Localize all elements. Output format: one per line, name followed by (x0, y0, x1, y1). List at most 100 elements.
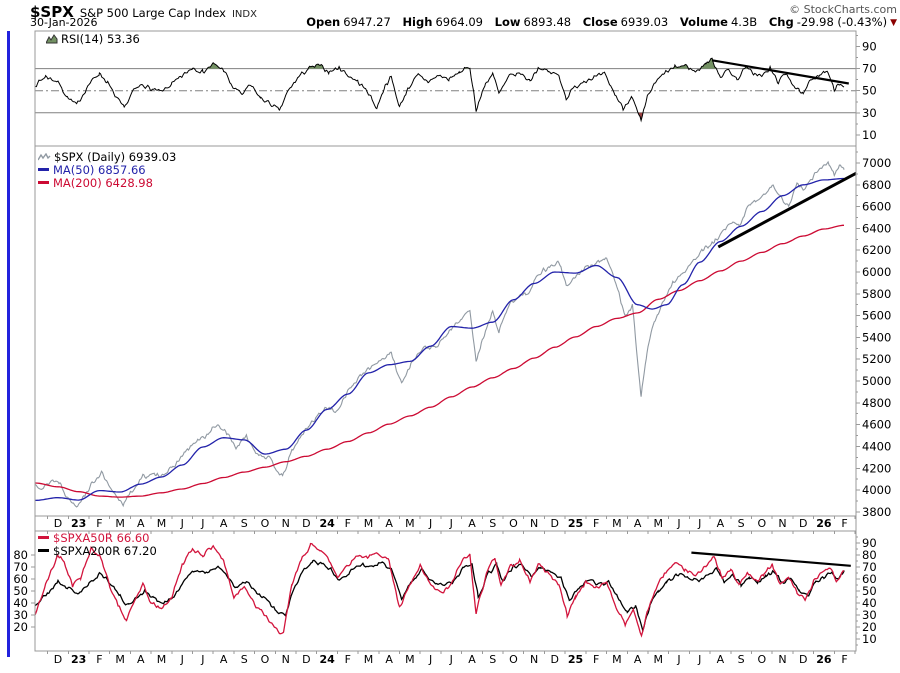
axis-tick-label: 80 (13, 548, 28, 562)
axis-tick-label: 50 (862, 584, 877, 598)
month-label: F (593, 653, 599, 666)
month-label: M (157, 653, 167, 666)
chg-value: -29.98 (-0.43%) (796, 15, 888, 29)
axis-tick-label: 5600 (862, 309, 891, 323)
month-label: A (137, 517, 145, 530)
axis-tick-label: 40 (13, 596, 28, 610)
axis-tick-label: 7000 (862, 156, 891, 170)
axis-tick-label: 70 (13, 560, 28, 574)
month-label: J (180, 517, 184, 530)
axis-tick-label: 20 (13, 620, 28, 634)
price-legend-label: $SPX (Daily) 6939.03 (54, 150, 177, 164)
rsi-legend: RSI(14) 53.36 (45, 32, 140, 46)
month-label: F (345, 653, 351, 666)
breadth-legend: $SPXA50R 66.60 $SPXA200R 67.20 (38, 532, 157, 558)
axis-tick-label: 5400 (862, 330, 891, 344)
low-value: 6893.48 (523, 15, 572, 29)
axis-tick-label: 4800 (862, 396, 891, 410)
month-label: S (489, 517, 496, 530)
month-label: D (54, 517, 62, 530)
month-label: D (551, 653, 559, 666)
month-label: S (738, 653, 745, 666)
axis-tick-label: 5800 (862, 287, 891, 301)
chg-label: Chg (768, 15, 794, 29)
month-label: N (282, 653, 290, 666)
axis-tick-label: 20 (862, 620, 877, 634)
month-label: M (157, 517, 167, 530)
spxa200r-dash-icon (38, 549, 49, 552)
volume-value: 4.3B (730, 15, 758, 29)
axis-tick-label: 30 (13, 608, 28, 622)
month-label: S (489, 653, 496, 666)
axis-tick-label: 50 (862, 84, 877, 98)
axis-tick-label: 6000 (862, 265, 891, 279)
month-label: O (757, 653, 766, 666)
month-label: N (282, 517, 290, 530)
open-label: Open (306, 15, 341, 29)
month-label: M (115, 653, 125, 666)
axis-tick-label: 4600 (862, 418, 891, 432)
axis-tick-label: 4200 (862, 461, 891, 475)
axis-tick-label: 70 (862, 560, 877, 574)
month-label: A (385, 517, 393, 530)
month-label: N (778, 653, 786, 666)
month-label: S (241, 517, 248, 530)
ma50-legend-label: MA(50) 6857.66 (53, 163, 146, 177)
axis-tick-label: 4400 (862, 439, 891, 453)
month-label: M (364, 653, 374, 666)
axis-tick-label: 70 (862, 62, 877, 76)
ma200-dash-icon (38, 181, 49, 184)
month-label: F (345, 517, 351, 530)
month-label: M (612, 517, 622, 530)
month-label: J (428, 517, 432, 530)
axis-tick-label: 60 (862, 572, 877, 586)
axis-tick-label: 30 (862, 608, 877, 622)
month-label: F (96, 517, 102, 530)
quote-strip: Open 6947.27 High 6964.09 Low 6893.48 Close… (298, 15, 897, 29)
month-label: N (778, 517, 786, 530)
close-value: 6939.03 (620, 15, 669, 29)
month-label: A (634, 653, 642, 666)
axis-tick-label: 10 (862, 128, 877, 142)
axis-tick-label: 6800 (862, 178, 891, 192)
chart-date: 30-Jan-2026 (30, 16, 98, 29)
axis-tick-label: 5200 (862, 352, 891, 366)
axis-tick-label: 50 (13, 584, 28, 598)
month-label: A (137, 653, 145, 666)
month-label: D (551, 517, 559, 530)
month-label: J (676, 653, 680, 666)
index-name: S&P 500 Large Cap Index (79, 6, 226, 20)
spxa200r-legend-label: $SPXA200R 67.20 (53, 544, 157, 558)
month-label: 25 (568, 517, 583, 530)
axis-tick-label: 3800 (862, 505, 891, 519)
month-label: D (302, 517, 310, 530)
axis-tick-label: 6400 (862, 221, 891, 235)
month-label: 24 (319, 653, 335, 666)
month-label: J (697, 517, 701, 530)
month-label: A (634, 517, 642, 530)
month-label: M (364, 517, 374, 530)
month-label: O (261, 653, 270, 666)
month-label: 26 (816, 517, 832, 530)
axis-tick-label: 4000 (862, 483, 891, 497)
axis-tick-label: 40 (862, 596, 877, 610)
month-label: M (405, 653, 415, 666)
month-label: F (841, 517, 847, 530)
month-label: N (530, 517, 538, 530)
month-label: F (96, 653, 102, 666)
axis-tick-label: 6600 (862, 200, 891, 214)
month-label: S (738, 517, 745, 530)
month-label: D (302, 653, 310, 666)
close-label: Close (582, 15, 618, 29)
month-label: J (697, 653, 701, 666)
low-label: Low (494, 15, 521, 29)
symbol: $SPX (30, 3, 74, 21)
month-label: O (757, 517, 766, 530)
month-label: M (115, 517, 125, 530)
rsi-legend-label: RSI(14) 53.36 (61, 32, 140, 46)
month-label: J (180, 653, 184, 666)
month-label: F (593, 517, 599, 530)
month-label: F (841, 653, 847, 666)
month-label: J (200, 517, 204, 530)
